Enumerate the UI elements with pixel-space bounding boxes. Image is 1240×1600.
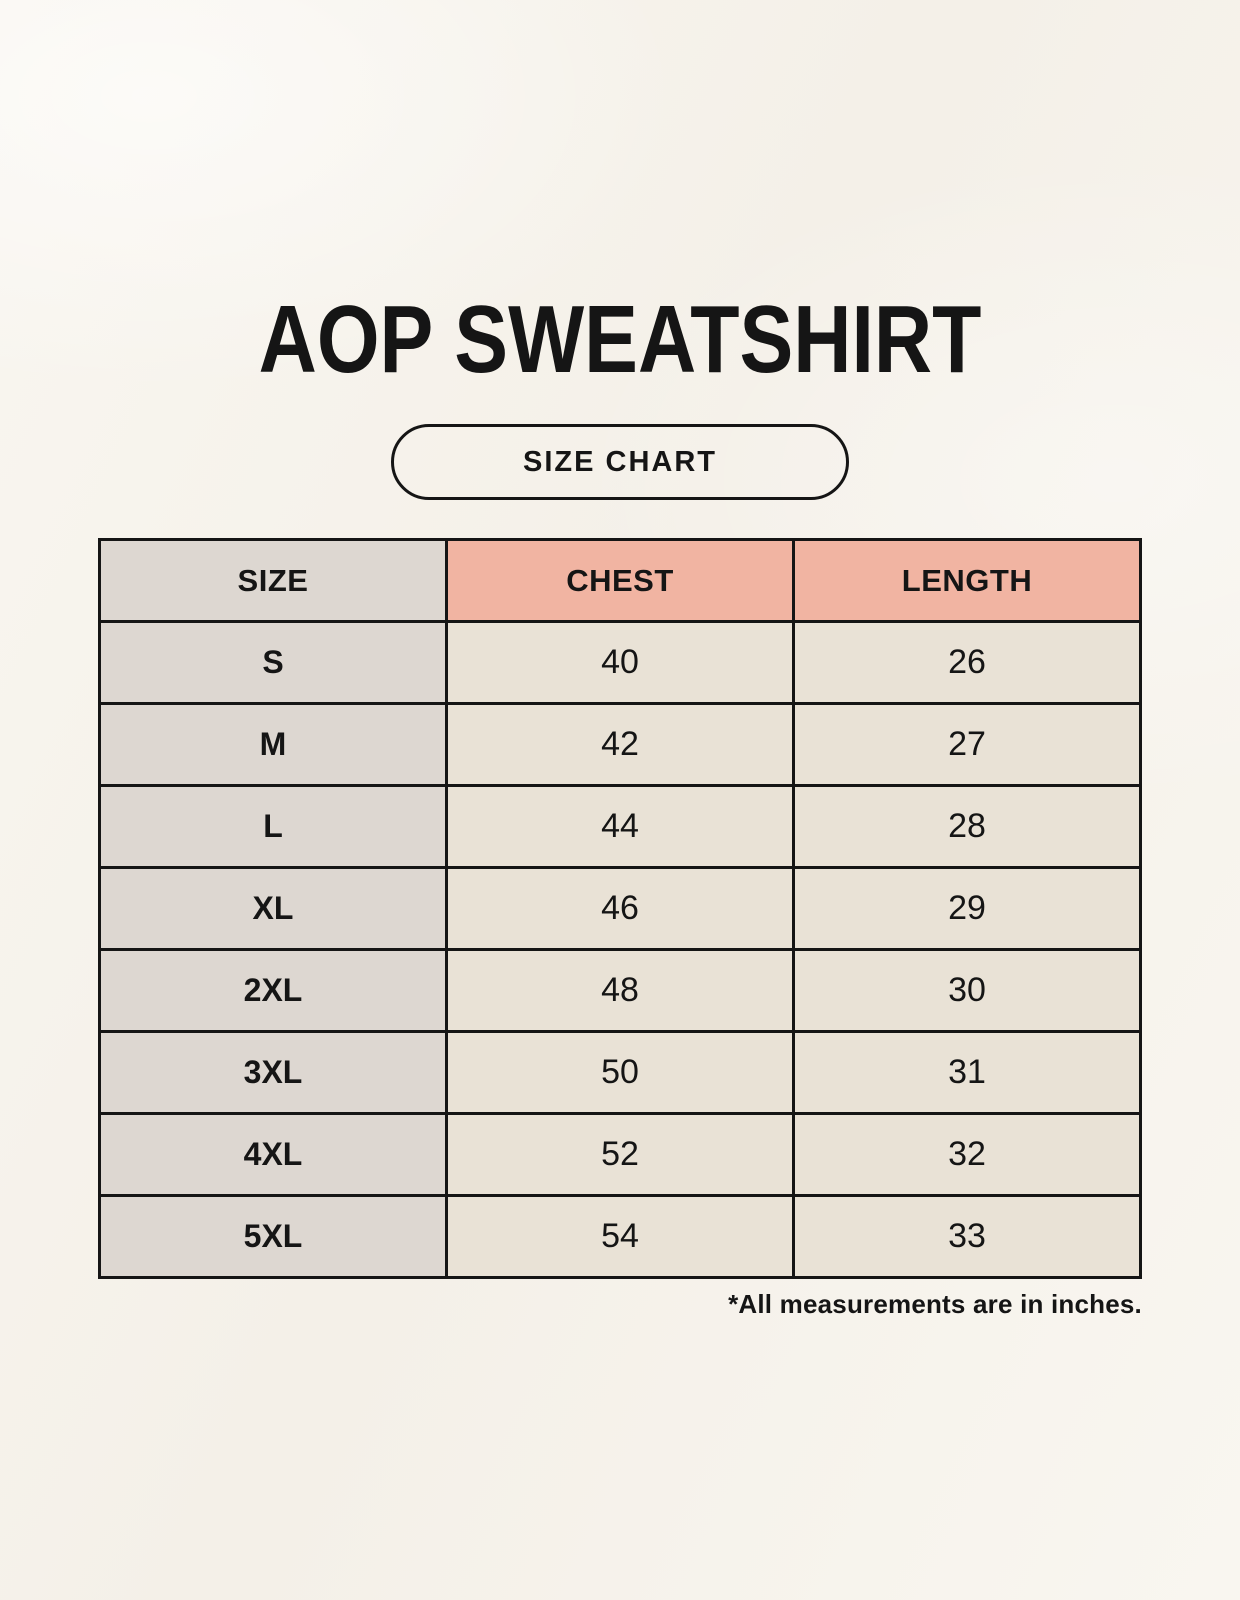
chest-cell: 46 — [445, 866, 795, 951]
size-cell: M — [98, 702, 448, 787]
table-row: S 40 26 — [98, 620, 1142, 705]
size-cell: S — [98, 620, 448, 705]
size-chart-table: SIZE CHEST LENGTH S 40 26 M 42 27 L — [98, 538, 1142, 1279]
chest-cell: 40 — [445, 620, 795, 705]
chest-cell: 42 — [445, 702, 795, 787]
length-cell: 31 — [792, 1030, 1142, 1115]
length-cell: 28 — [792, 784, 1142, 869]
length-cell: 32 — [792, 1112, 1142, 1197]
length-cell: 27 — [792, 702, 1142, 787]
size-cell: 2XL — [98, 948, 448, 1033]
chest-cell: 44 — [445, 784, 795, 869]
length-cell: 33 — [792, 1194, 1142, 1279]
size-cell: XL — [98, 866, 448, 951]
size-chart-section: SIZE CHEST LENGTH S 40 26 M 42 27 L — [98, 538, 1142, 1320]
table-row: XL 46 29 — [98, 866, 1142, 951]
length-cell: 26 — [792, 620, 1142, 705]
size-chart-badge: SIZE CHART — [391, 424, 849, 500]
column-header-chest: CHEST — [445, 538, 795, 623]
table-row: M 42 27 — [98, 702, 1142, 787]
chest-cell: 50 — [445, 1030, 795, 1115]
table-row: 5XL 54 33 — [98, 1194, 1142, 1279]
table-row: 4XL 52 32 — [98, 1112, 1142, 1197]
chest-cell: 52 — [445, 1112, 795, 1197]
column-header-size: SIZE — [98, 538, 448, 623]
size-chart-badge-label: SIZE CHART — [523, 445, 717, 478]
length-cell: 29 — [792, 866, 1142, 951]
table-row: 3XL 50 31 — [98, 1030, 1142, 1115]
table-row: L 44 28 — [98, 784, 1142, 869]
size-cell: L — [98, 784, 448, 869]
table-row: 2XL 48 30 — [98, 948, 1142, 1033]
product-title: AOP SWEATSHIRT — [258, 286, 982, 393]
size-cell: 4XL — [98, 1112, 448, 1197]
size-cell: 3XL — [98, 1030, 448, 1115]
measurements-footnote: *All measurements are in inches. — [728, 1289, 1142, 1319]
chest-cell: 48 — [445, 948, 795, 1033]
column-header-length: LENGTH — [792, 538, 1142, 623]
chest-cell: 54 — [445, 1194, 795, 1279]
length-cell: 30 — [792, 948, 1142, 1033]
header-row: SIZE CHEST LENGTH — [98, 538, 1142, 623]
size-cell: 5XL — [98, 1194, 448, 1279]
